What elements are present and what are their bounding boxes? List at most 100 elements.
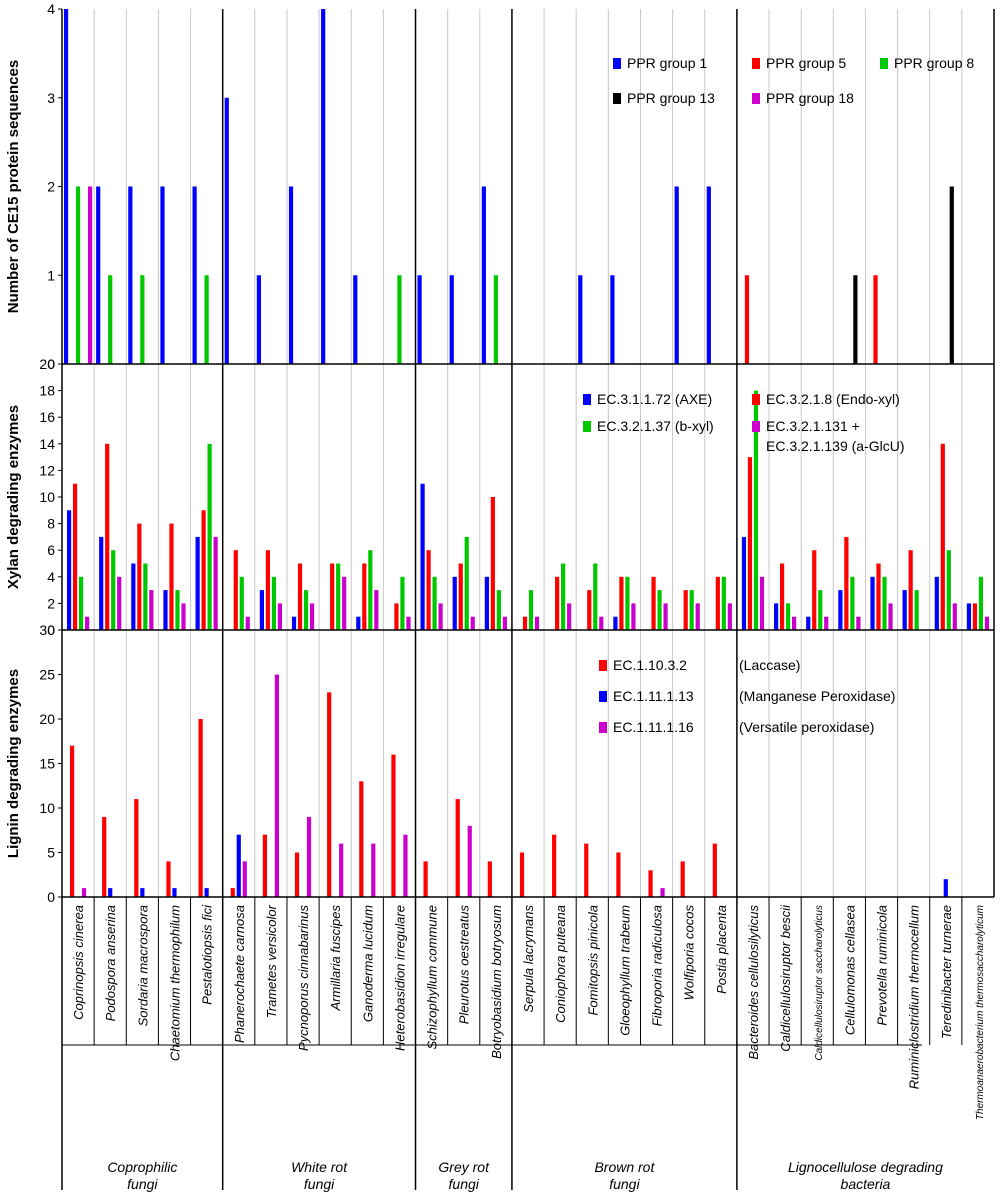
legend-label: PPR group 13 [627, 90, 715, 106]
bar [584, 843, 589, 897]
y-tick-label: 4 [47, 1, 55, 17]
bar [502, 616, 507, 630]
bar [616, 852, 621, 897]
species-label: Ruminiclostridium thermocellum [907, 905, 922, 1089]
group-label: fungi [609, 1176, 640, 1192]
bar [330, 563, 335, 630]
bar [870, 576, 875, 630]
bar [519, 852, 525, 897]
bar [362, 563, 367, 630]
species-label: Bacteroides cellulosilyticus [746, 905, 761, 1060]
bar [224, 97, 229, 364]
bar [163, 590, 168, 630]
bar [534, 616, 540, 630]
bar [914, 590, 919, 630]
bar [882, 576, 887, 630]
bar [934, 576, 939, 630]
bar [946, 550, 951, 630]
bar [327, 692, 332, 897]
bar [744, 275, 750, 364]
legend-swatch [599, 722, 607, 733]
bar [458, 563, 463, 630]
bar [660, 888, 665, 897]
bar [984, 616, 990, 630]
species-label: Fibroporia radiculosa [650, 905, 665, 1026]
species-label: Botryobasidium botryosum [489, 905, 504, 1059]
bar [727, 603, 732, 630]
legend-label: EC.1.11.1.16 [613, 719, 694, 735]
species-label: Teredinibacter turnerae [939, 905, 954, 1039]
bar [406, 616, 411, 630]
bar [169, 523, 174, 630]
bar [128, 186, 133, 364]
bar [561, 563, 566, 630]
bar [397, 275, 402, 364]
y-tick-label: 16 [39, 409, 55, 425]
bar [81, 888, 87, 897]
bar [371, 843, 376, 897]
y-tick-label: 10 [39, 800, 55, 816]
bar [394, 603, 399, 630]
species-label: Podospora anserina [103, 905, 118, 1021]
species-label: Serpula lacrymans [521, 905, 536, 1013]
y-tick-label: 20 [39, 356, 55, 372]
bar [940, 443, 945, 630]
species-label: Fomitopsis pinicola [585, 905, 600, 1016]
bar [487, 861, 492, 897]
bar [648, 870, 653, 897]
group-label: White rot [291, 1159, 348, 1175]
bar [747, 457, 753, 630]
bar [417, 275, 422, 364]
species-label: Caldicellulosiruptor saccharolyticus [814, 905, 825, 1061]
bar [850, 576, 855, 630]
bar [610, 275, 615, 364]
y-tick-label: 18 [39, 383, 55, 399]
bar [467, 825, 472, 897]
species-label: Pestalotiopsis fici [200, 904, 215, 1005]
y-tick-label: 6 [47, 542, 55, 558]
bar [400, 576, 405, 630]
bar [339, 843, 344, 897]
bar [426, 550, 431, 630]
bar [657, 590, 662, 630]
bar [149, 590, 154, 630]
bar [490, 497, 495, 630]
bar [522, 616, 528, 630]
bar [619, 576, 624, 630]
legend-label: PPR group 18 [766, 90, 854, 106]
bar [368, 550, 373, 630]
bar [201, 510, 206, 630]
group-label: fungi [127, 1176, 158, 1192]
bar [137, 523, 142, 630]
species-label: Heterobasidion irregulare [392, 905, 407, 1051]
bar [353, 275, 358, 364]
bar [172, 888, 177, 897]
bar [452, 576, 457, 630]
bar [695, 603, 700, 630]
bar [78, 576, 84, 630]
legend-label: EC.1.11.1.13 [613, 688, 694, 704]
bar [245, 616, 250, 630]
y-tick-label: 0 [47, 622, 55, 638]
bar [741, 536, 747, 630]
bar [134, 799, 139, 897]
bar [680, 861, 685, 897]
bar [552, 834, 557, 897]
bar [306, 816, 312, 897]
bar [236, 834, 241, 897]
bar [838, 590, 843, 630]
bar [806, 616, 811, 630]
bar [873, 275, 878, 364]
legend-label: EC.3.2.1.37 (b-xyl) [597, 418, 714, 434]
y-tick-label: 15 [39, 756, 55, 772]
bar [683, 590, 688, 630]
bar [943, 879, 948, 897]
bar [192, 186, 197, 364]
legend-swatch [599, 660, 607, 671]
bar [496, 590, 501, 630]
group-label: Brown rot [594, 1159, 655, 1175]
y-axis-title: Number of CE15 protein sequences [5, 60, 22, 313]
bar [391, 754, 396, 897]
species-label: Gloeophyllum trabeum [617, 905, 632, 1036]
bar [587, 590, 592, 630]
